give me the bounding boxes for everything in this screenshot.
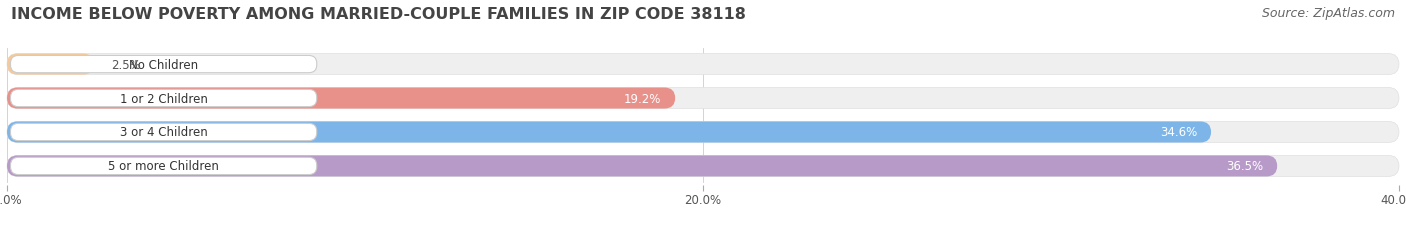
FancyBboxPatch shape	[7, 54, 94, 75]
Text: No Children: No Children	[129, 58, 198, 71]
FancyBboxPatch shape	[10, 90, 316, 107]
FancyBboxPatch shape	[10, 56, 316, 73]
Text: Source: ZipAtlas.com: Source: ZipAtlas.com	[1261, 7, 1395, 20]
Text: 2.5%: 2.5%	[111, 58, 141, 71]
Text: 34.6%: 34.6%	[1160, 126, 1197, 139]
FancyBboxPatch shape	[10, 124, 316, 141]
FancyBboxPatch shape	[7, 122, 1211, 143]
Text: 36.5%: 36.5%	[1226, 160, 1263, 173]
Text: INCOME BELOW POVERTY AMONG MARRIED-COUPLE FAMILIES IN ZIP CODE 38118: INCOME BELOW POVERTY AMONG MARRIED-COUPL…	[11, 7, 747, 22]
FancyBboxPatch shape	[7, 156, 1399, 177]
Text: 3 or 4 Children: 3 or 4 Children	[120, 126, 208, 139]
FancyBboxPatch shape	[7, 88, 1399, 109]
Text: 1 or 2 Children: 1 or 2 Children	[120, 92, 208, 105]
FancyBboxPatch shape	[7, 88, 675, 109]
Text: 5 or more Children: 5 or more Children	[108, 160, 219, 173]
FancyBboxPatch shape	[10, 158, 316, 175]
FancyBboxPatch shape	[7, 122, 1399, 143]
Text: 19.2%: 19.2%	[624, 92, 661, 105]
FancyBboxPatch shape	[7, 54, 1399, 75]
FancyBboxPatch shape	[7, 156, 1277, 177]
